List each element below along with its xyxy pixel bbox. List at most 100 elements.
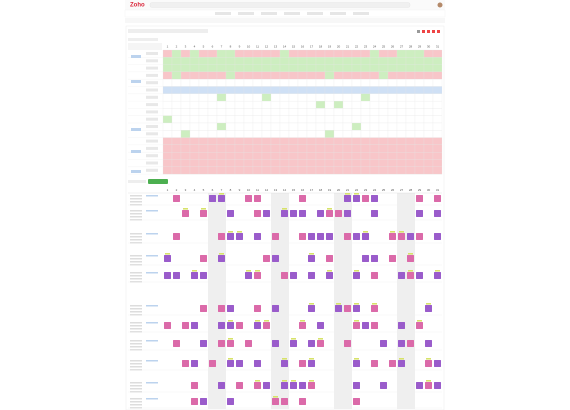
shift-block[interactable]	[281, 360, 288, 367]
shift-block[interactable]	[371, 210, 378, 217]
shift-block[interactable]	[200, 398, 207, 405]
shift-block[interactable]	[227, 305, 234, 312]
shift-block[interactable]	[308, 272, 315, 279]
shift-block[interactable]	[371, 360, 378, 367]
shift-block[interactable]	[218, 233, 225, 240]
toolbar-icon[interactable]	[417, 30, 420, 33]
shift-block[interactable]	[272, 398, 279, 405]
shift-block[interactable]	[227, 360, 234, 367]
shift-block[interactable]	[389, 233, 396, 240]
shift-block[interactable]	[173, 195, 180, 202]
shift-block[interactable]	[191, 272, 198, 279]
shift-block[interactable]	[344, 233, 351, 240]
shift-block[interactable]	[398, 360, 405, 367]
shift-block[interactable]	[218, 322, 225, 329]
shift-block[interactable]	[299, 322, 306, 329]
nav-tab[interactable]	[353, 12, 369, 15]
shift-block[interactable]	[218, 305, 225, 312]
shift-block[interactable]	[281, 382, 288, 389]
shift-block[interactable]	[209, 360, 216, 367]
shift-block[interactable]	[326, 255, 333, 262]
toolbar-icon[interactable]	[427, 30, 430, 33]
shift-block[interactable]	[416, 233, 423, 240]
shift-block[interactable]	[164, 255, 171, 262]
shift-block[interactable]	[308, 305, 315, 312]
shift-block[interactable]	[191, 398, 198, 405]
shift-block[interactable]	[200, 210, 207, 217]
shift-block[interactable]	[200, 272, 207, 279]
shift-block[interactable]	[344, 195, 351, 202]
shift-block[interactable]	[398, 340, 405, 347]
shift-block[interactable]	[371, 322, 378, 329]
shift-block[interactable]	[434, 233, 441, 240]
shift-block[interactable]	[218, 382, 225, 389]
shift-block[interactable]	[200, 305, 207, 312]
shift-block[interactable]	[299, 195, 306, 202]
shift-block[interactable]	[245, 272, 252, 279]
shift-block[interactable]	[371, 305, 378, 312]
shift-block[interactable]	[200, 340, 207, 347]
shift-block[interactable]	[362, 255, 369, 262]
shift-block[interactable]	[380, 340, 387, 347]
nav-tab[interactable]	[307, 12, 323, 15]
shift-block[interactable]	[254, 210, 261, 217]
shift-block[interactable]	[362, 195, 369, 202]
action-button[interactable]	[148, 179, 168, 184]
shift-block[interactable]	[281, 272, 288, 279]
nav-tab[interactable]	[330, 12, 346, 15]
shift-block[interactable]	[326, 210, 333, 217]
shift-block[interactable]	[353, 322, 360, 329]
shift-block[interactable]	[434, 360, 441, 367]
shift-block[interactable]	[371, 272, 378, 279]
shift-block[interactable]	[362, 233, 369, 240]
shift-block[interactable]	[407, 255, 414, 262]
shift-block[interactable]	[344, 210, 351, 217]
shift-block[interactable]	[434, 210, 441, 217]
shift-block[interactable]	[245, 340, 252, 347]
shift-block[interactable]	[416, 272, 423, 279]
shift-block[interactable]	[164, 322, 171, 329]
shift-block[interactable]	[299, 360, 306, 367]
shift-block[interactable]	[272, 233, 279, 240]
shift-block[interactable]	[290, 382, 297, 389]
shift-block[interactable]	[173, 233, 180, 240]
shift-block[interactable]	[263, 382, 270, 389]
shift-block[interactable]	[236, 382, 243, 389]
shift-block[interactable]	[272, 305, 279, 312]
shift-block[interactable]	[227, 340, 234, 347]
shift-block[interactable]	[317, 340, 324, 347]
shift-block[interactable]	[371, 255, 378, 262]
shift-block[interactable]	[182, 322, 189, 329]
shift-block[interactable]	[389, 360, 396, 367]
shift-block[interactable]	[209, 195, 216, 202]
shift-block[interactable]	[227, 233, 234, 240]
shift-block[interactable]	[218, 195, 225, 202]
shift-block[interactable]	[299, 398, 306, 405]
shift-block[interactable]	[362, 322, 369, 329]
shift-block[interactable]	[263, 210, 270, 217]
shift-block[interactable]	[353, 398, 360, 405]
shift-block[interactable]	[317, 210, 324, 217]
toolbar-icon[interactable]	[437, 30, 440, 33]
shift-block[interactable]	[254, 195, 261, 202]
shift-block[interactable]	[191, 382, 198, 389]
shift-block[interactable]	[398, 272, 405, 279]
shift-block[interactable]	[236, 322, 243, 329]
shift-block[interactable]	[254, 382, 261, 389]
shift-block[interactable]	[227, 398, 234, 405]
toolbar-icon[interactable]	[432, 30, 435, 33]
shift-block[interactable]	[416, 210, 423, 217]
shift-block[interactable]	[353, 272, 360, 279]
shift-block[interactable]	[335, 210, 342, 217]
shift-block[interactable]	[344, 305, 351, 312]
shift-block[interactable]	[434, 382, 441, 389]
nav-tab[interactable]	[284, 12, 300, 15]
shift-block[interactable]	[308, 233, 315, 240]
shift-block[interactable]	[200, 255, 207, 262]
shift-block[interactable]	[254, 360, 261, 367]
shift-block[interactable]	[254, 272, 261, 279]
shift-block[interactable]	[407, 340, 414, 347]
shift-block[interactable]	[353, 233, 360, 240]
shift-block[interactable]	[407, 272, 414, 279]
shift-block[interactable]	[353, 382, 360, 389]
